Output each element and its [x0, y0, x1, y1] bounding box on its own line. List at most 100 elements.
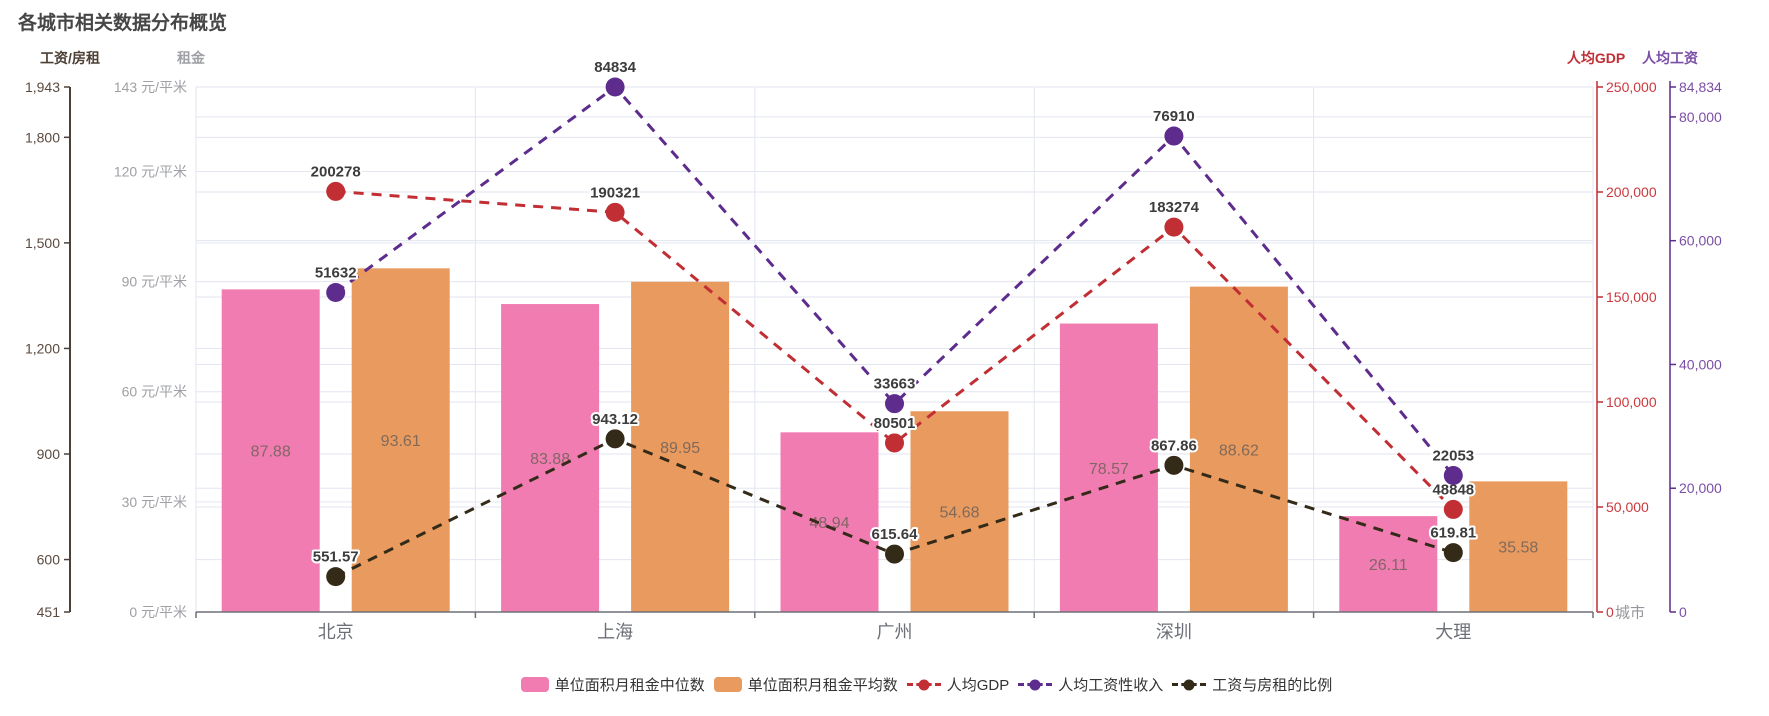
axis-tick-label: 200,000 [1606, 184, 1657, 200]
legend-label: 工资与房租的比例 [1212, 677, 1333, 694]
data-point-ratio-深圳[interactable] [1164, 455, 1184, 475]
bar-value-label: 54.68 [939, 505, 979, 522]
x-axis-label-北京: 北京 [318, 622, 354, 642]
y-axis-name-gdp: 人均GDP [1566, 50, 1626, 66]
data-point-wage-北京[interactable] [326, 282, 346, 302]
series-line-gdp [335, 189, 1455, 511]
legend-marker-line-dot-icon [1018, 677, 1053, 692]
data-point-label: 48848 [1432, 481, 1474, 498]
legend-marker-line-dot-icon [906, 677, 941, 692]
x-axis-label-大理: 大理 [1435, 622, 1471, 642]
y-axis-name-rent: 租金 [177, 50, 205, 66]
data-point-label: 183274 [1149, 199, 1200, 216]
bar-value-label: 88.62 [1219, 442, 1259, 459]
legend-label: 单位面积月租金中位数 [554, 677, 705, 694]
data-point-label: 619.81 [1430, 525, 1476, 542]
data-point-wage-上海[interactable] [605, 77, 625, 97]
data-point-wage-广州[interactable] [885, 394, 904, 414]
data-point-label: 80501 [874, 415, 916, 432]
y-axis-name-wage: 人均工资 [1642, 50, 1698, 66]
data-point-wage-大理[interactable] [1443, 466, 1463, 486]
legend-item-1[interactable]: 单位面积月租金平均数 [713, 674, 898, 695]
legend-marker-rect-icon [713, 677, 742, 692]
legend-item-3[interactable]: 人均工资性收入 [1018, 674, 1163, 695]
x-axis-label-深圳: 深圳 [1156, 622, 1192, 642]
legend-label: 人均GDP [946, 677, 1010, 694]
axis-tick-label: 84,834 [1679, 79, 1722, 95]
bar-median-深圳[interactable] [1059, 323, 1158, 612]
axis-tick-label: 60 元/平米 [122, 384, 187, 400]
legend-item-4[interactable]: 工资与房租的比例 [1172, 674, 1332, 695]
data-point-label: 84834 [594, 59, 636, 76]
data-point-gdp-广州[interactable] [885, 433, 904, 453]
data-point-ratio-广州[interactable] [885, 544, 904, 564]
axis-tick-label: 0 元/平米 [129, 604, 187, 620]
axis-tick-label: 451 [37, 604, 61, 620]
data-point-label: 551.57 [313, 549, 359, 566]
legend: 单位面积月租金中位数 单位面积月租金平均数 人均GDP 人均工资性收入 工资与房租的比例 [42, 674, 1769, 695]
x-axis-label-上海: 上海 [597, 622, 633, 642]
axis-tick-label: 100,000 [1606, 394, 1657, 410]
axis-tick-label: 120 元/平米 [114, 163, 187, 179]
page-title: 各城市相关数据分布概览 [18, 13, 228, 34]
data-point-label: 51632 [315, 264, 357, 281]
bar-median-上海[interactable] [501, 304, 600, 612]
axis-tick-label: 90 元/平米 [122, 274, 187, 290]
legend-label: 人均工资性收入 [1058, 677, 1164, 694]
bar-mean-北京[interactable] [351, 268, 450, 612]
bar-mean-深圳[interactable] [1189, 286, 1288, 612]
bar-median-广州[interactable] [780, 432, 879, 612]
axis-tick-label: 60,000 [1679, 233, 1722, 249]
bar-value-label: 89.95 [660, 440, 700, 457]
bar-mean-大理[interactable] [1469, 481, 1568, 612]
legend-marker-line-dot-icon [1172, 677, 1207, 692]
data-point-label: 33663 [874, 376, 916, 393]
data-point-gdp-大理[interactable] [1443, 499, 1463, 519]
y-axis-name-ratio: 工资/房租 [40, 50, 100, 66]
axis-tick-label: 0 [1679, 604, 1687, 620]
bar-mean-上海[interactable] [631, 281, 730, 612]
data-point-label: 76910 [1153, 108, 1195, 125]
data-point-wage-深圳[interactable] [1164, 126, 1184, 146]
data-point-gdp-北京[interactable] [326, 181, 346, 201]
axis-tick-label: 1,943 [25, 79, 60, 95]
axis-tick-label: 0 [1606, 604, 1614, 620]
data-point-ratio-上海[interactable] [605, 429, 625, 449]
legend-item-0[interactable]: 单位面积月租金中位数 [520, 674, 705, 695]
axis-tick-label: 1,200 [25, 340, 60, 356]
axis-tick-label: 600 [37, 552, 61, 568]
bar-mean-广州[interactable] [910, 411, 1009, 612]
data-point-label: 943.12 [592, 411, 638, 428]
data-point-ratio-大理[interactable] [1443, 543, 1463, 563]
legend-dot-icon [1183, 679, 1195, 690]
bar-value-label: 35.58 [1498, 540, 1538, 557]
axis-tick-label: 1,500 [25, 235, 60, 251]
axis-tick-label: 1,800 [25, 129, 60, 145]
bar-median-北京[interactable] [221, 289, 320, 612]
data-point-label: 22053 [1432, 448, 1474, 465]
bar-median-大理[interactable] [1339, 516, 1438, 612]
data-point-label: 190321 [590, 184, 640, 201]
axis-tick-label: 30 元/平米 [122, 494, 187, 510]
axis-tick-label: 40,000 [1679, 356, 1722, 372]
legend-marker-rect-icon [520, 677, 549, 692]
legend-item-2[interactable]: 人均GDP [906, 674, 1010, 695]
axis-tick-label: 150,000 [1606, 289, 1657, 305]
legend-dot-icon [1029, 679, 1041, 690]
bar-value-label: 87.88 [251, 444, 291, 461]
data-point-gdp-深圳[interactable] [1164, 217, 1184, 237]
data-point-gdp-上海[interactable] [605, 202, 625, 222]
data-point-label: 615.64 [872, 526, 919, 543]
axis-tick-label: 250,000 [1606, 79, 1657, 95]
axis-tick-label: 20,000 [1679, 480, 1722, 496]
bar-value-label: 48.94 [809, 515, 849, 532]
axis-tick-label: 900 [37, 446, 61, 462]
axis-tick-label: 50,000 [1606, 499, 1649, 515]
bar-value-label: 26.11 [1369, 557, 1408, 574]
axis-tick-label: 143 元/平米 [114, 79, 187, 95]
x-axis-name: 城市 [1615, 604, 1646, 622]
series-line-wage [334, 84, 1455, 477]
data-point-label: 200278 [311, 163, 361, 180]
data-point-ratio-北京[interactable] [326, 567, 346, 587]
